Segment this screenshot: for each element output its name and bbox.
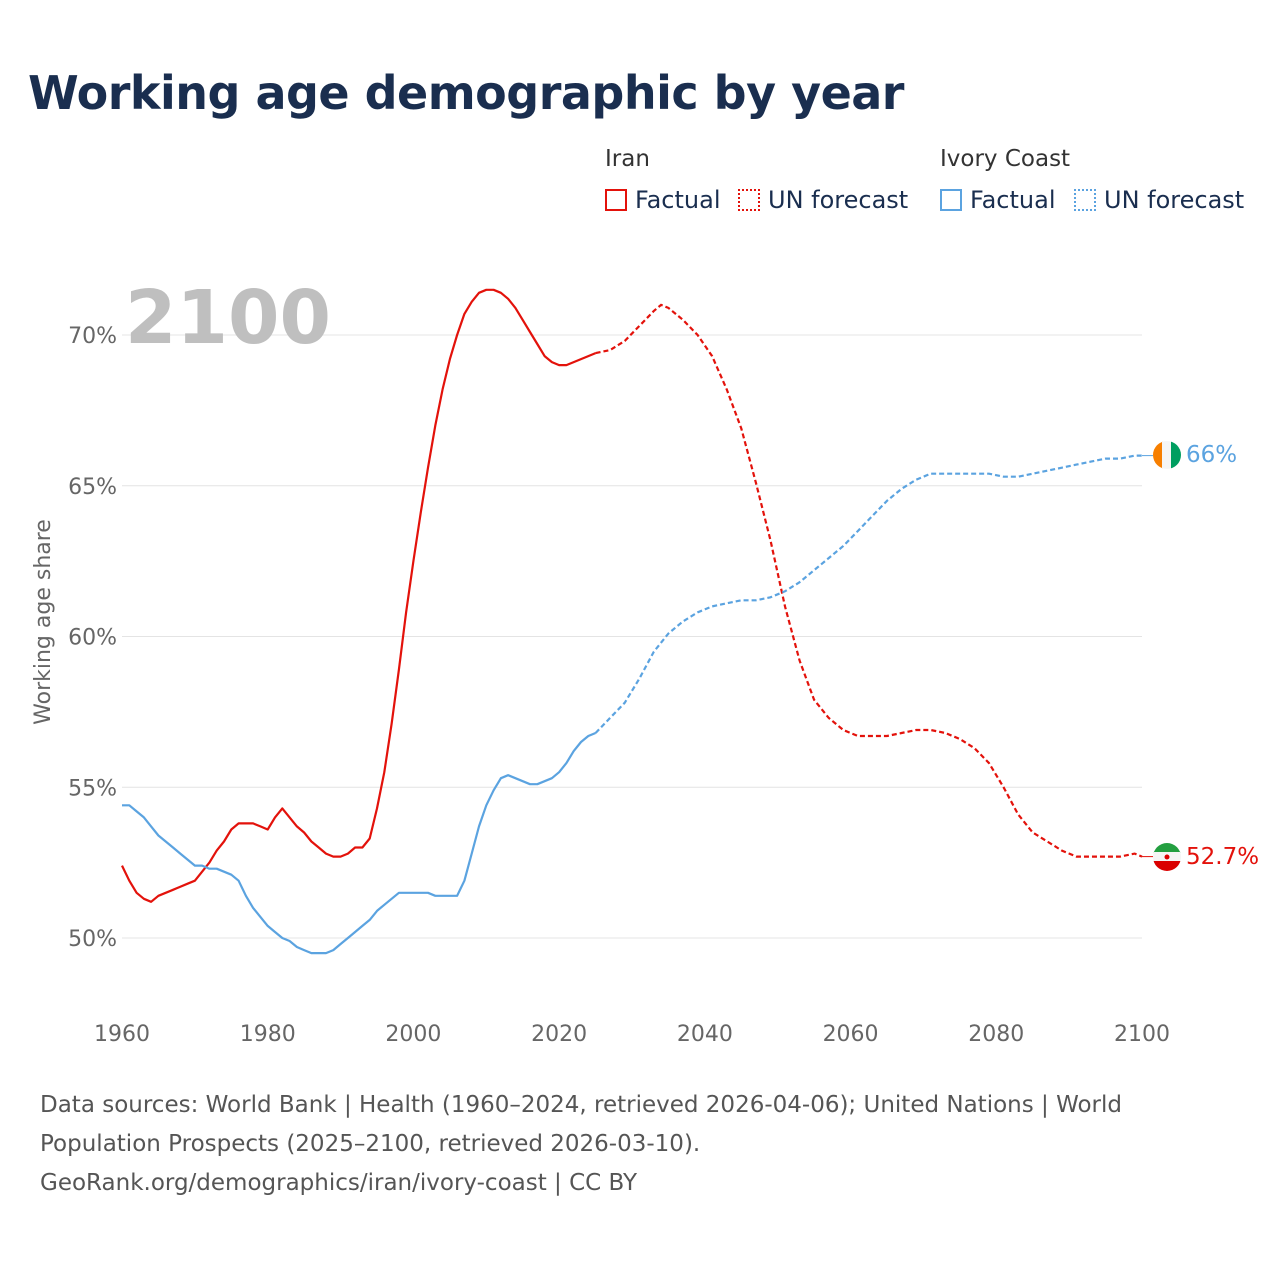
data-sources-text: Data sources: World Bank | Health (1960–…	[40, 1092, 1122, 1157]
legend-ivory-coast-forecast[interactable]: UN forecast	[1074, 186, 1244, 214]
legend-ivory-coast-factual-swatch	[940, 189, 962, 211]
legend-iran-forecast-text: UN forecast	[768, 186, 909, 214]
iran-forecast-line	[595, 303, 1143, 858]
ivory-coast-flag-icon	[1153, 441, 1181, 469]
legend-iran-factual-text: Factual	[635, 186, 721, 214]
x-tick-label: 2020	[531, 1022, 587, 1047]
y-axis-ticks: 50% 55% 60% 65% 70%	[68, 324, 117, 952]
line-chart: 2100 50% 55% 60% 65% 70% 1960 1980 2000 2020 204…	[31, 275, 1259, 1047]
x-tick-label: 2100	[1114, 1022, 1170, 1047]
series-lines	[121, 288, 1153, 955]
x-tick-label: 2080	[968, 1022, 1024, 1047]
ivory-coast-end-label: 66%	[1186, 442, 1237, 468]
end-markers: 66% 52.7%	[1153, 441, 1259, 871]
y-tick-label: 60%	[68, 626, 117, 651]
x-tick-label: 2040	[677, 1022, 733, 1047]
y-axis-label: Working age share	[31, 519, 56, 725]
legend-ivory-coast-factual-text: Factual	[970, 186, 1056, 214]
legend-iran-forecast-swatch	[738, 189, 760, 211]
iran-end-label: 52.7%	[1186, 844, 1259, 870]
x-axis-ticks: 1960 1980 2000 2020 2040 2060 2080 2100	[94, 1022, 1170, 1047]
iran-factual-line	[121, 288, 597, 903]
ivory-coast-factual-line	[122, 731, 597, 955]
legend-iran-factual-swatch	[605, 189, 627, 211]
iran-flag-icon	[1153, 843, 1181, 871]
x-tick-label: 2000	[385, 1022, 441, 1047]
legend-iran-label: Iran	[605, 146, 650, 172]
legend-ivory-coast-factual[interactable]: Factual	[940, 186, 1056, 214]
y-tick-label: 55%	[68, 776, 117, 801]
ivory-coast-forecast-line	[594, 454, 1142, 734]
credit-link[interactable]: GeoRank.org/demographics/iran/ivory-coas…	[40, 1170, 638, 1196]
y-tick-label: 65%	[68, 475, 117, 500]
chart-title: Working age demographic by year	[28, 66, 905, 120]
y-tick-label: 50%	[68, 927, 117, 952]
gridlines	[122, 334, 1142, 939]
footer: Data sources: World Bank | Health (1960–…	[40, 1086, 1240, 1203]
y-tick-label: 70%	[68, 324, 117, 349]
legend-iran-factual[interactable]: Factual	[605, 186, 721, 214]
legend-ivory-coast-forecast-text: UN forecast	[1104, 186, 1245, 214]
legend-iran-forecast[interactable]: UN forecast	[738, 186, 908, 214]
x-tick-label: 1980	[240, 1022, 296, 1047]
year-watermark: 2100	[125, 275, 331, 361]
x-tick-label: 2060	[823, 1022, 879, 1047]
legend-ivory-coast-label: Ivory Coast	[940, 146, 1071, 172]
legend-ivory-coast-forecast-swatch	[1074, 189, 1096, 211]
x-tick-label: 1960	[94, 1022, 150, 1047]
